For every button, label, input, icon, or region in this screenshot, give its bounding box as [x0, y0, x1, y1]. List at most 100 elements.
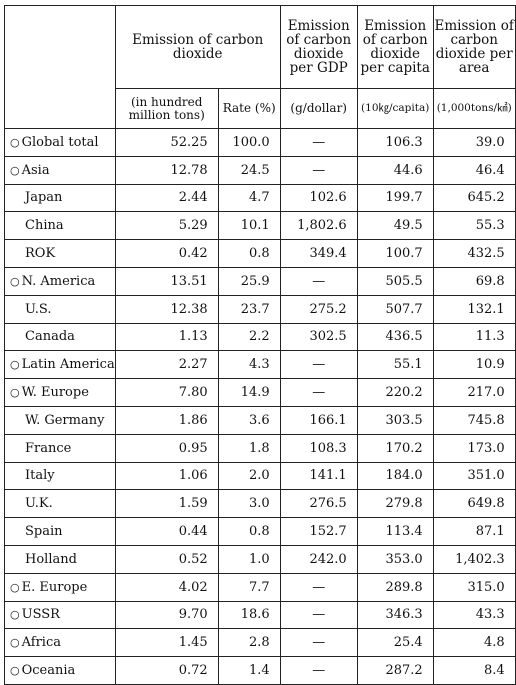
rate-cell: 4.3 [217, 350, 281, 380]
region-label: ROK [25, 246, 56, 262]
per-capita-cell: 55.1 [356, 350, 434, 380]
rate-cell: 14.9 [217, 378, 281, 407]
amount-cell: 7.80 [114, 378, 219, 407]
rate-cell: 24.5 [217, 155, 281, 185]
corner-cell [4, 5, 116, 129]
rate-cell: 7.7 [217, 572, 281, 602]
per-area-cell: 4.8 [432, 628, 516, 658]
co2-emission-table: Emission of carbon dioxide Emission of c… [4, 5, 516, 685]
per-area-cell: 1,402.3 [432, 544, 516, 574]
rate-cell: 3.6 [217, 405, 281, 435]
region-cell: ○ Latin America [4, 350, 116, 380]
table-row: ○ Asia 12.78 24.5—44.6 46.4 [4, 155, 516, 185]
region-cell: U.K. [4, 489, 116, 519]
per-capita-cell: 287.2 [356, 656, 434, 685]
per-area-cell: 315.0 [432, 572, 516, 602]
amount-cell: 0.42 [114, 239, 219, 268]
per-area-cell: 217.0 [432, 378, 516, 407]
region-label: Holland [25, 551, 77, 567]
region-cell: Italy [4, 461, 116, 491]
table-row: Holland 0.52 1.0 242.0 353.0 1,402.3 [4, 544, 516, 574]
per-area-cell: 432.5 [432, 239, 516, 268]
table-header: Emission of carbon dioxide Emission of c… [4, 5, 516, 129]
per-capita-cell: 353.0 [356, 544, 434, 574]
region-label: Canada [25, 329, 75, 345]
region-cell: Holland [4, 544, 116, 574]
per-area-cell: 55.3 [432, 211, 516, 241]
per-gdp-cell: 302.5 [279, 322, 358, 352]
table-row: ○ E. Europe 4.02 7.7—289.8 315.0 [4, 572, 516, 602]
subheader-gdp: (g/dollar) [279, 88, 358, 129]
region-label: E. Europe [21, 579, 88, 595]
subheader-capita: (10㎏/capita) [356, 88, 434, 129]
per-gdp-cell: 242.0 [279, 544, 358, 574]
region-cell: ○ USSR [4, 600, 116, 630]
per-area-cell: 10.9 [432, 350, 516, 380]
region-cell: China [4, 211, 116, 241]
amount-cell: 12.38 [114, 294, 219, 324]
per-area-cell: 173.0 [432, 433, 516, 463]
per-area-cell: 132.1 [432, 294, 516, 324]
per-capita-cell: 49.5 [356, 211, 434, 241]
region-cell: Japan [4, 183, 116, 213]
amount-cell: 1.06 [114, 461, 219, 491]
per-gdp-cell: — [279, 350, 358, 380]
subheader-area: (1,000tons/㎢) [432, 88, 516, 129]
per-area-cell: 645.2 [432, 183, 516, 213]
rate-cell: 1.4 [217, 656, 281, 685]
circle-marker-icon: ○ [10, 274, 20, 288]
region-label: Italy [25, 468, 55, 484]
table-row: U.K. 1.59 3.0 276.5 279.8 649.8 [4, 489, 516, 519]
amount-cell: 0.95 [114, 433, 219, 463]
header-per-gdp: Emission of carbon dioxide per GDP [279, 5, 358, 89]
table-row: ○ N. America 13.51 25.9—505.5 69.8 [4, 266, 516, 296]
rate-cell: 18.6 [217, 600, 281, 630]
rate-cell: 100.0 [217, 128, 281, 157]
per-capita-cell: 170.2 [356, 433, 434, 463]
region-label: Latin America [21, 357, 115, 373]
table-row: Canada 1.13 2.2 302.5 436.5 11.3 [4, 322, 516, 352]
circle-marker-icon: ○ [10, 386, 20, 400]
per-area-cell: 351.0 [432, 461, 516, 491]
per-area-cell: 649.8 [432, 489, 516, 519]
region-cell: ○ W. Europe [4, 378, 116, 407]
per-area-cell: 11.3 [432, 322, 516, 352]
per-area-cell: 87.1 [432, 517, 516, 546]
region-cell: Spain [4, 517, 116, 546]
header-emission: Emission of carbon dioxide [114, 5, 281, 89]
region-cell: ○ E. Europe [4, 572, 116, 602]
per-gdp-cell: 141.1 [279, 461, 358, 491]
amount-cell: 0.44 [114, 517, 219, 546]
amount-cell: 9.70 [114, 600, 219, 630]
subheader-rate: Rate (%) [217, 88, 281, 129]
amount-cell: 52.25 [114, 128, 219, 157]
region-cell: ROK [4, 239, 116, 268]
per-area-cell: 43.3 [432, 600, 516, 630]
per-capita-cell: 199.7 [356, 183, 434, 213]
co2-emission-table-container: Emission of carbon dioxide Emission of c… [4, 5, 516, 685]
per-area-cell: 69.8 [432, 266, 516, 296]
table-row: ○ Africa 1.45 2.8—25.4 4.8 [4, 628, 516, 658]
table-row: ROK 0.42 0.8 349.4 100.7 432.5 [4, 239, 516, 268]
region-label: France [25, 440, 72, 456]
per-capita-cell: 106.3 [356, 128, 434, 157]
per-gdp-cell: — [279, 128, 358, 157]
rate-cell: 1.0 [217, 544, 281, 574]
per-capita-cell: 289.8 [356, 572, 434, 602]
region-label: U.K. [25, 496, 53, 512]
table-row: Japan 2.44 4.7 102.6 199.7 645.2 [4, 183, 516, 213]
per-gdp-cell: 108.3 [279, 433, 358, 463]
per-area-cell: 46.4 [432, 155, 516, 185]
region-cell: U.S. [4, 294, 116, 324]
table-row: ○ Global total 52.25 100.0—106.3 39.0 [4, 128, 516, 157]
circle-marker-icon: ○ [10, 664, 20, 678]
amount-cell: 12.78 [114, 155, 219, 185]
table-row: Italy 1.06 2.0 141.1 184.0 351.0 [4, 461, 516, 491]
circle-marker-icon: ○ [10, 358, 20, 372]
per-gdp-cell: 152.7 [279, 517, 358, 546]
region-cell: ○ Global total [4, 128, 116, 157]
per-area-cell: 8.4 [432, 656, 516, 685]
per-capita-cell: 44.6 [356, 155, 434, 185]
table-row: ○ Oceania 0.72 1.4—287.2 8.4 [4, 656, 516, 685]
rate-cell: 23.7 [217, 294, 281, 324]
